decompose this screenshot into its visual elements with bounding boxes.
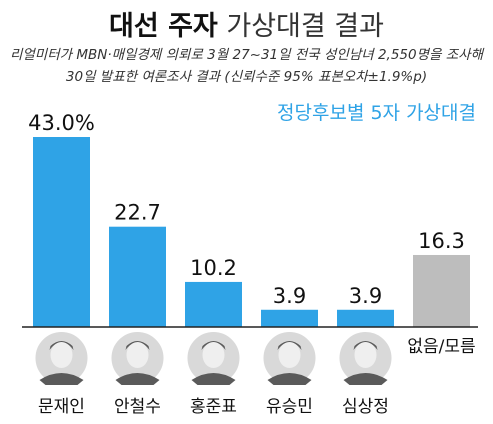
- candidate-suit-4: [343, 373, 388, 385]
- subtitle-line-2: 30일 발표한 여론조사 결과 (신뢰수준 95% 표본오차±1.9%p): [65, 69, 428, 85]
- bar-4: [337, 309, 394, 327]
- candidate-hair-2: [201, 341, 226, 350]
- chart-subtitle: 리얼미터가 MBN·매일경제 의뢰로 3월 27~31일 전국 성인남녀 2,5…: [0, 44, 493, 88]
- candidate-face-2: [202, 342, 225, 368]
- candidate-suit-2: [191, 373, 236, 385]
- value-label-5: 16.3: [418, 229, 465, 253]
- value-label-1: 22.7: [114, 201, 161, 225]
- candidate-hair-0: [49, 341, 74, 350]
- title-bold: 대선 주자: [109, 11, 218, 42]
- candidate-suit-3: [267, 373, 312, 385]
- value-label-3: 3.9: [273, 284, 306, 308]
- bar-3: [261, 309, 318, 327]
- category-label-2: 홍준표: [190, 397, 237, 417]
- candidate-face-4: [354, 342, 377, 368]
- subtitle-line-1: 리얼미터가 MBN·매일경제 의뢰로 3월 27~31일 전국 성인남녀 2,5…: [9, 47, 484, 63]
- candidate-hair-3: [277, 341, 302, 350]
- candidate-hair-1: [125, 341, 150, 350]
- candidate-suit-0: [39, 373, 84, 385]
- series-title: 정당후보별 5자 가상대결: [277, 102, 476, 124]
- category-label-4: 심상정: [342, 397, 389, 417]
- bar-2: [185, 281, 242, 327]
- category-label-1: 안철수: [114, 397, 161, 417]
- value-label-4: 3.9: [349, 284, 382, 308]
- category-label-0: 문재인: [38, 397, 85, 417]
- candidate-hair-4: [353, 341, 378, 350]
- bar-1: [109, 226, 166, 327]
- bar-0: [33, 137, 90, 327]
- title-light: 가상대결 결과: [226, 11, 384, 42]
- candidate-face-0: [50, 342, 73, 368]
- candidate-face-3: [278, 342, 301, 368]
- chart-title: 대선 주자 가상대결 결과: [0, 4, 493, 43]
- category-label-3: 유승민: [266, 397, 313, 417]
- value-label-2: 10.2: [190, 256, 237, 280]
- candidate-suit-1: [115, 373, 160, 385]
- candidate-face-1: [126, 342, 149, 368]
- value-label-0: 43.0%: [28, 111, 95, 135]
- bar-5: [413, 254, 470, 327]
- category-label-5: 없음/모름: [407, 337, 475, 357]
